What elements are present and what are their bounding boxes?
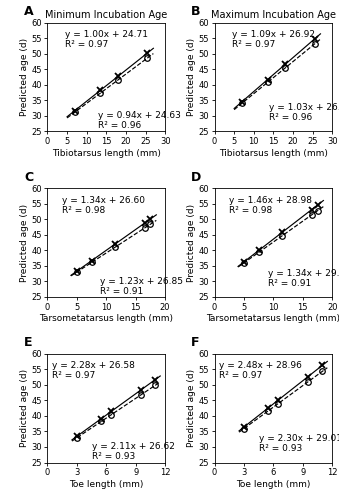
X-axis label: Toe length (mm): Toe length (mm)	[69, 480, 143, 489]
Title: Maximum Incubation Age: Maximum Incubation Age	[211, 10, 336, 20]
Text: C: C	[24, 170, 33, 183]
Y-axis label: Predicted age (d): Predicted age (d)	[186, 369, 196, 447]
X-axis label: Tibiotarsus length (mm): Tibiotarsus length (mm)	[219, 148, 328, 158]
Text: R² = 0.93: R² = 0.93	[92, 452, 135, 461]
X-axis label: Tarsometatarsus length (mm): Tarsometatarsus length (mm)	[206, 314, 339, 324]
Y-axis label: Predicted age (d): Predicted age (d)	[20, 369, 28, 447]
Text: R² = 0.97: R² = 0.97	[232, 40, 276, 49]
Text: D: D	[191, 170, 201, 183]
X-axis label: Toe length (mm): Toe length (mm)	[236, 480, 311, 489]
X-axis label: Tarsometatarsus length (mm): Tarsometatarsus length (mm)	[39, 314, 173, 324]
Text: R² = 0.96: R² = 0.96	[98, 121, 142, 130]
Text: y = 1.34x + 26.60: y = 1.34x + 26.60	[62, 196, 145, 205]
Text: R² = 0.91: R² = 0.91	[267, 279, 311, 288]
Y-axis label: Predicted age (d): Predicted age (d)	[20, 204, 28, 282]
Text: y = 2.30x + 29.01: y = 2.30x + 29.01	[259, 434, 339, 444]
X-axis label: Tibiotarsus length (mm): Tibiotarsus length (mm)	[52, 148, 161, 158]
Text: B: B	[191, 5, 200, 18]
Title: Minimum Incubation Age: Minimum Incubation Age	[45, 10, 167, 20]
Text: R² = 0.98: R² = 0.98	[229, 206, 273, 215]
Text: R² = 0.93: R² = 0.93	[259, 444, 302, 454]
Text: E: E	[24, 336, 33, 349]
Text: y = 1.00x + 24.71: y = 1.00x + 24.71	[65, 30, 148, 40]
Text: F: F	[191, 336, 200, 349]
Text: y = 2.11x + 26.62: y = 2.11x + 26.62	[92, 442, 175, 452]
Text: R² = 0.98: R² = 0.98	[62, 206, 105, 215]
Text: y = 1.34x + 29.26: y = 1.34x + 29.26	[267, 269, 339, 278]
Text: y = 2.48x + 28.96: y = 2.48x + 28.96	[219, 362, 302, 370]
Text: y = 0.94x + 24.63: y = 0.94x + 24.63	[98, 111, 181, 120]
Text: y = 1.46x + 28.98: y = 1.46x + 28.98	[229, 196, 312, 205]
Text: R² = 0.91: R² = 0.91	[100, 286, 144, 296]
Text: R² = 0.97: R² = 0.97	[65, 40, 108, 49]
Text: y = 1.09x + 26.92: y = 1.09x + 26.92	[232, 30, 315, 40]
Text: y = 2.28x + 26.58: y = 2.28x + 26.58	[52, 362, 135, 370]
Text: y = 1.03x + 26.84: y = 1.03x + 26.84	[270, 104, 339, 112]
Text: R² = 0.96: R² = 0.96	[270, 114, 313, 122]
Text: y = 1.23x + 26.85: y = 1.23x + 26.85	[100, 276, 183, 285]
Text: R² = 0.97: R² = 0.97	[219, 372, 263, 380]
Y-axis label: Predicted age (d): Predicted age (d)	[20, 38, 28, 116]
Y-axis label: Predicted age (d): Predicted age (d)	[186, 38, 196, 116]
Text: A: A	[24, 5, 34, 18]
Y-axis label: Predicted age (d): Predicted age (d)	[186, 204, 196, 282]
Text: R² = 0.97: R² = 0.97	[52, 372, 96, 380]
